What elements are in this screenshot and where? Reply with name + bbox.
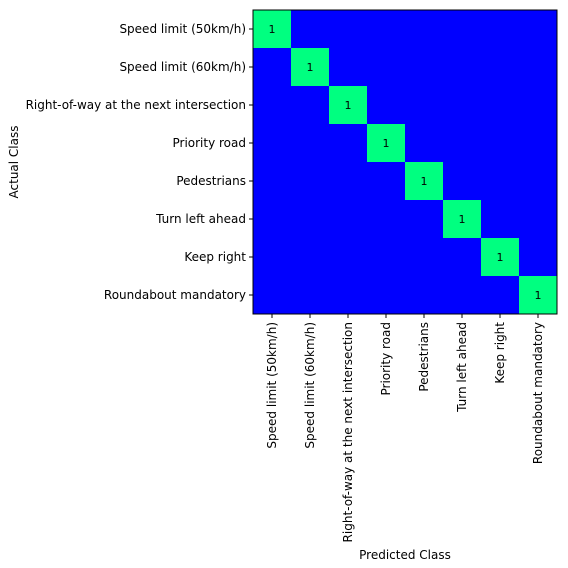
heatmap-cell xyxy=(405,276,443,314)
y-axis-ticks: Speed limit (50km/h) Speed limit (60km/h)… xyxy=(26,22,253,302)
heatmap-cell xyxy=(443,10,481,48)
heatmap-cell xyxy=(367,276,405,314)
plot-frame xyxy=(252,9,558,315)
y-tick-label: Speed limit (50km/h) xyxy=(119,22,246,36)
heatmap-cell xyxy=(329,200,367,238)
heatmap-cell xyxy=(329,276,367,314)
heatmap-cell xyxy=(519,162,557,200)
cell-value-label: 1 xyxy=(383,137,390,150)
cell-value-label: 1 xyxy=(345,99,352,112)
heatmap-cell xyxy=(291,124,329,162)
heatmap-cell xyxy=(443,86,481,124)
cell-value-label: 1 xyxy=(459,213,466,226)
heatmap-cell xyxy=(519,10,557,48)
y-tick-label: Priority road xyxy=(172,136,246,150)
heatmap-cell xyxy=(367,124,405,162)
cell-value-label: 1 xyxy=(307,61,314,74)
heatmap-cell xyxy=(481,48,519,86)
heatmap-cell xyxy=(443,276,481,314)
heatmap-cell xyxy=(481,10,519,48)
heatmap-cell xyxy=(481,238,519,276)
heatmap-cell xyxy=(291,276,329,314)
x-tick-label: Turn left ahead xyxy=(455,322,469,413)
y-tick-label: Pedestrians xyxy=(176,174,246,188)
heatmap-cell xyxy=(481,162,519,200)
heatmap-cells xyxy=(253,10,557,314)
heatmap-cell xyxy=(405,48,443,86)
heatmap-cell xyxy=(443,124,481,162)
x-tick-label: Keep right xyxy=(493,322,507,384)
heatmap-cell xyxy=(329,10,367,48)
y-tick-label: Right-of-way at the next intersection xyxy=(26,98,246,112)
cell-annotations: 1 1 1 1 1 1 1 1 xyxy=(269,23,542,302)
heatmap-cell xyxy=(329,162,367,200)
heatmap-cell xyxy=(291,10,329,48)
heatmap-cell xyxy=(329,238,367,276)
heatmap-cell xyxy=(519,86,557,124)
heatmap-cell xyxy=(253,200,291,238)
heatmap-cell xyxy=(329,86,367,124)
heatmap-cell xyxy=(253,48,291,86)
heatmap-cell xyxy=(481,124,519,162)
cell-value-label: 1 xyxy=(269,23,276,36)
heatmap-cell xyxy=(405,10,443,48)
heatmap-cell xyxy=(443,48,481,86)
heatmap-cell xyxy=(367,162,405,200)
heatmap-cell xyxy=(481,86,519,124)
heatmap-cell xyxy=(329,124,367,162)
y-tick-label: Speed limit (60km/h) xyxy=(119,60,246,74)
heatmap-cell xyxy=(253,162,291,200)
heatmap-cell xyxy=(253,276,291,314)
heatmap-cell xyxy=(291,238,329,276)
cell-value-label: 1 xyxy=(535,289,542,302)
heatmap-cell xyxy=(519,124,557,162)
heatmap-cell xyxy=(367,238,405,276)
heatmap-cell xyxy=(253,238,291,276)
x-tick-label: Pedestrians xyxy=(417,322,431,392)
heatmap-cell xyxy=(443,238,481,276)
heatmap-cell xyxy=(519,200,557,238)
x-tick-label: Speed limit (60km/h) xyxy=(303,322,317,449)
y-axis-label: Actual Class xyxy=(7,126,21,199)
heatmap-cell xyxy=(291,86,329,124)
heatmap-cell xyxy=(329,48,367,86)
heatmap-cell xyxy=(405,238,443,276)
heatmap-cell xyxy=(367,48,405,86)
heatmap-cell xyxy=(519,238,557,276)
heatmap-cell xyxy=(291,48,329,86)
heatmap-cell xyxy=(405,124,443,162)
heatmap-cell xyxy=(291,200,329,238)
y-tick-label: Turn left ahead xyxy=(155,212,246,226)
x-tick-label: Speed limit (50km/h) xyxy=(265,322,279,449)
heatmap-cell xyxy=(519,48,557,86)
heatmap-cell xyxy=(405,162,443,200)
heatmap-cell xyxy=(519,276,557,314)
y-tick-label: Keep right xyxy=(184,250,246,264)
heatmap-cell xyxy=(253,86,291,124)
heatmap-cell xyxy=(291,162,329,200)
heatmap-cell xyxy=(443,200,481,238)
heatmap-cell xyxy=(481,276,519,314)
heatmap-cell xyxy=(253,124,291,162)
heatmap-cell xyxy=(367,10,405,48)
x-tick-label: Roundabout mandatory xyxy=(531,322,545,464)
x-tick-label: Priority road xyxy=(379,322,393,396)
y-tick-label: Roundabout mandatory xyxy=(104,288,246,302)
x-axis-label: Predicted Class xyxy=(359,548,451,562)
heatmap-cell xyxy=(253,10,291,48)
cell-value-label: 1 xyxy=(421,175,428,188)
heatmap-cell xyxy=(405,200,443,238)
heatmap-cell xyxy=(405,86,443,124)
x-axis-ticks: Speed limit (50km/h) Speed limit (60km/h)… xyxy=(265,314,545,542)
heatmap-cell xyxy=(367,86,405,124)
heatmap-cell xyxy=(367,200,405,238)
cell-value-label: 1 xyxy=(497,251,504,264)
x-tick-label: Right-of-way at the next intersection xyxy=(341,322,355,542)
heatmap-cell xyxy=(443,162,481,200)
heatmap-cell xyxy=(481,200,519,238)
